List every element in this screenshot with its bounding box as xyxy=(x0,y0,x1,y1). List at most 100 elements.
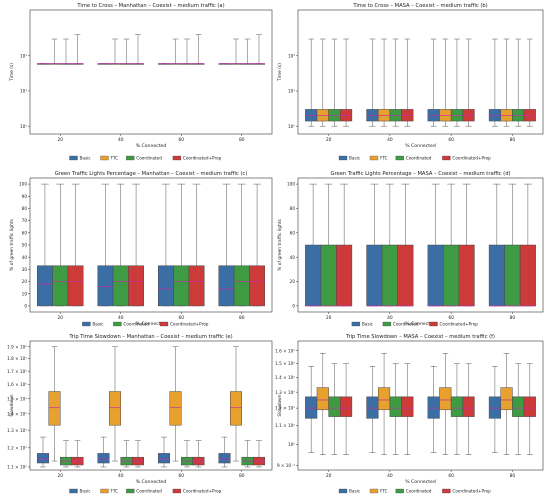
legend-swatch xyxy=(82,321,91,327)
x-tick-label: 40 xyxy=(118,315,124,321)
box-body xyxy=(397,244,414,307)
legend: Basic FTC Coordinated Coordinated+Prop xyxy=(69,155,222,161)
box-basic-60 xyxy=(158,436,171,468)
box-basic-40 xyxy=(97,183,114,307)
box-coordinated-80 xyxy=(512,363,525,455)
box-body xyxy=(188,265,205,307)
x-tick-label: 80 xyxy=(510,137,516,143)
legend-label: Basic xyxy=(349,489,361,494)
legend-label: Basic xyxy=(92,322,104,327)
box-ftc-60 xyxy=(439,352,452,455)
y-tick-label: 1.4 × 10⁰ xyxy=(275,375,295,380)
box-coordinated-prop-20 xyxy=(71,34,84,65)
chart-title: Green Traffic Lights Percentage – MASA –… xyxy=(330,171,510,177)
box-coordinated-60 xyxy=(181,440,193,468)
y-tick-label: 1.9 × 10⁰ xyxy=(7,344,27,349)
box-coordinated-prop-60 xyxy=(458,183,475,307)
box-coordinated-prop-60 xyxy=(462,363,475,455)
y-tick-label: 10² xyxy=(20,53,27,58)
box-coordinated-60 xyxy=(443,183,460,307)
box-body xyxy=(158,265,174,307)
box-coordinated-prop-80 xyxy=(252,34,265,65)
x-tick-label: 60 xyxy=(178,137,184,143)
box-ftc-20 xyxy=(316,38,329,127)
legend-swatch xyxy=(338,155,348,161)
x-tick-label: 20 xyxy=(326,137,332,143)
box-coordinated-80 xyxy=(241,440,254,468)
box-body xyxy=(366,109,379,122)
y-tick-label: 80 xyxy=(22,206,28,211)
box-ftc-80 xyxy=(230,346,243,462)
legend-swatch xyxy=(395,155,404,161)
box-coordinated-20 xyxy=(60,440,72,468)
box-basic-40 xyxy=(366,366,379,453)
box-coordinated-prop-20 xyxy=(336,183,353,307)
box-ftc-80 xyxy=(500,352,513,455)
y-tick-label: 20 xyxy=(290,279,296,284)
box-body xyxy=(401,396,414,417)
legend-label: Coordinated xyxy=(406,156,432,161)
x-tick-label: 40 xyxy=(118,137,124,143)
box-coordinated-prop-80 xyxy=(249,183,265,307)
box-body xyxy=(523,396,536,417)
box-coordinated-prop-60 xyxy=(192,440,205,468)
box-body xyxy=(389,396,402,417)
x-tick-label: 80 xyxy=(510,315,516,321)
y-axis-label: Slowdown xyxy=(9,394,15,416)
box-ftc-20 xyxy=(48,346,61,462)
box-ftc-20 xyxy=(48,38,61,65)
box-ftc-20 xyxy=(316,352,329,455)
y-tick-label: 1.2 × 10⁰ xyxy=(7,445,27,450)
chart-panel-c: Green Traffic Lights Percentage – Manhat… xyxy=(9,171,273,327)
legend-swatch xyxy=(429,321,438,327)
box-coordinated-prop-40 xyxy=(397,183,414,307)
axes-frame xyxy=(29,340,273,471)
box-basic-20 xyxy=(305,38,318,127)
y-tick-label: 100 xyxy=(19,182,27,187)
legend-swatch xyxy=(69,155,78,161)
box-body xyxy=(389,109,402,122)
x-tick-label: 40 xyxy=(387,137,393,143)
y-tick-label: 1.5 × 10⁰ xyxy=(7,396,27,401)
axes-frame xyxy=(297,340,544,471)
box-basic-60 xyxy=(427,183,444,307)
y-axis-label: Slowdown xyxy=(277,394,283,416)
y-tick-label: 50 xyxy=(22,243,28,248)
y-tick-label: 1.7 × 10⁰ xyxy=(7,369,27,374)
legend-label: FTC xyxy=(111,489,119,494)
box-body xyxy=(328,396,341,417)
legend: Basic Coordinated Coordinated+Prop xyxy=(351,321,478,327)
legend-label: Coordinated+Prop xyxy=(183,489,222,494)
y-tick-label: 1.5 × 10⁰ xyxy=(275,361,295,366)
x-tick-label: 20 xyxy=(326,315,332,321)
y-tick-label: 10¹ xyxy=(20,89,27,94)
x-tick-label: 60 xyxy=(178,315,184,321)
box-body xyxy=(316,387,329,411)
box-ftc-80 xyxy=(500,38,513,127)
box-body xyxy=(366,396,379,419)
x-tick-label: 40 xyxy=(387,315,393,321)
box-coordinated-prop-60 xyxy=(188,183,205,307)
y-tick-label: 1.6 × 10⁰ xyxy=(7,382,27,387)
box-body xyxy=(504,244,521,307)
box-coordinated-prop-20 xyxy=(71,440,84,468)
box-body xyxy=(305,244,322,307)
box-body xyxy=(439,109,452,122)
box-basic-20 xyxy=(37,63,50,65)
box-body xyxy=(97,453,110,464)
axes-frame xyxy=(297,177,544,313)
box-body xyxy=(427,244,444,307)
axes-frame xyxy=(29,177,273,313)
box-body xyxy=(37,265,53,307)
axes-frame xyxy=(297,9,544,135)
legend-label: Coordinated+Prop xyxy=(183,156,222,161)
box-body xyxy=(462,396,475,417)
box-body xyxy=(340,396,353,417)
box-body xyxy=(427,109,440,122)
box-body xyxy=(48,391,61,426)
box-basic-40 xyxy=(366,38,379,127)
box-body xyxy=(340,109,353,122)
x-axis-label: % Connected xyxy=(136,479,167,485)
y-tick-label: 1.1 × 10⁰ xyxy=(275,423,295,428)
